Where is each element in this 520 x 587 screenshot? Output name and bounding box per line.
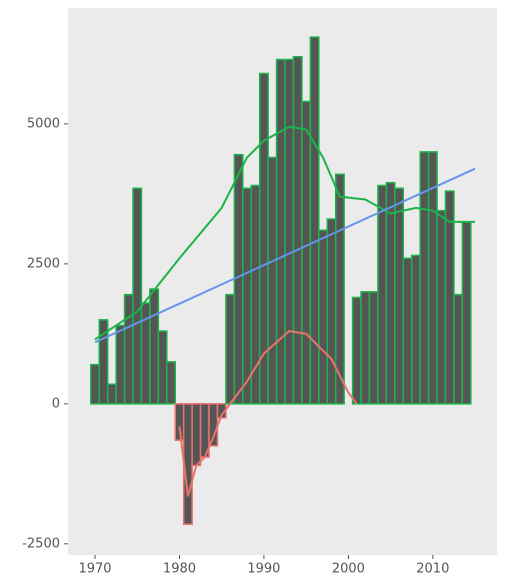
bar (123, 293, 134, 405)
y-tick-label: 5000 (27, 116, 60, 131)
bar (461, 221, 472, 405)
y-tick-label: 0 (52, 396, 60, 411)
bar (385, 181, 396, 405)
bar (402, 257, 413, 405)
bar (360, 291, 371, 405)
bar (157, 330, 168, 405)
bar (436, 209, 447, 405)
bar (309, 36, 320, 405)
bar (225, 293, 236, 405)
bar (318, 229, 329, 405)
bar (267, 156, 278, 405)
bar (326, 218, 337, 405)
bar (242, 187, 253, 405)
bar (292, 55, 303, 405)
bar (233, 153, 244, 405)
bar (149, 288, 160, 405)
bar (410, 254, 421, 405)
bar (174, 403, 185, 441)
bar (166, 361, 176, 405)
bar (115, 324, 126, 405)
bar (377, 184, 388, 405)
bar (301, 100, 312, 405)
bar (444, 190, 455, 405)
y-tick-label: -2500 (22, 536, 60, 551)
bar (191, 403, 202, 467)
bar (98, 319, 109, 405)
x-tick-label: 1970 (78, 562, 111, 577)
x-tick-label: 1980 (163, 562, 196, 577)
bar (106, 383, 117, 405)
smooth-line (94, 167, 476, 344)
bar (351, 296, 362, 405)
x-tick-label: 1990 (247, 562, 280, 577)
bar (453, 293, 464, 405)
y-tick-label: 2500 (27, 256, 60, 271)
smooth-line (94, 125, 476, 341)
bar (394, 187, 405, 405)
bar (90, 363, 100, 405)
bar (334, 173, 345, 405)
bar (132, 187, 143, 405)
smooth-line (178, 403, 231, 497)
smooth-line (229, 329, 358, 405)
bar (284, 58, 295, 405)
x-tick-label: 2010 (416, 562, 449, 577)
bar (368, 291, 379, 405)
x-tick-label: 2000 (332, 562, 365, 577)
bar (275, 58, 286, 405)
